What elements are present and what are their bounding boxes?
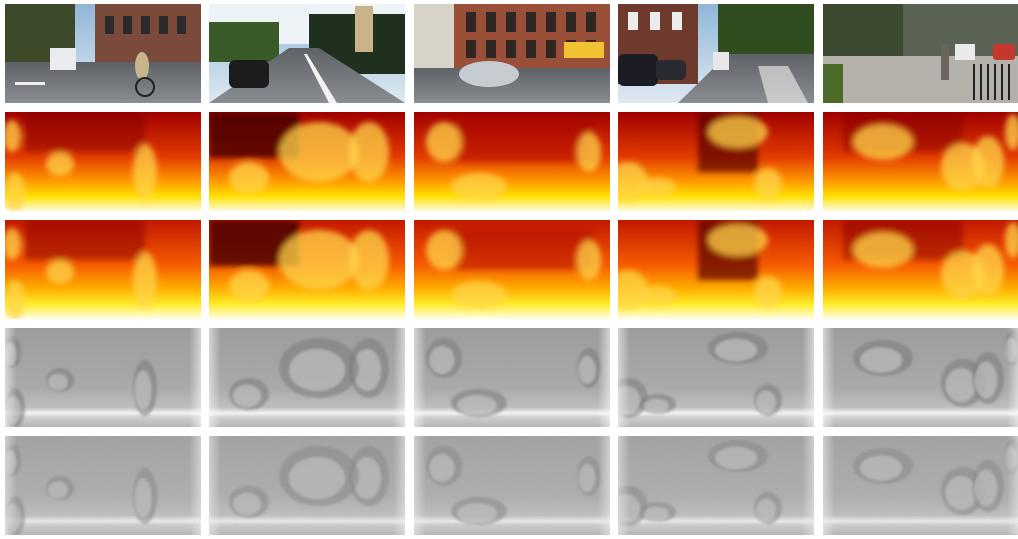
depth-map-b-street-with-parked-cars	[618, 220, 814, 319]
uncertainty-map-a-building-with-silver-car	[414, 328, 610, 427]
depth-map-a-image	[618, 112, 814, 211]
uncertainty-map-b-image	[823, 436, 1018, 535]
uncertainty-map-b-street-with-parked-cars	[618, 436, 814, 535]
uncertainty-map-a-street-with-parked-cars	[618, 328, 814, 427]
uncertainty-map-b-street-with-cyclist	[5, 436, 201, 535]
depth-map-b-image	[823, 220, 1018, 319]
depth-map-a-image	[209, 112, 405, 211]
rgb-image-highway-with-car	[209, 4, 405, 103]
uncertainty-map-a-image	[618, 328, 814, 427]
depth-map-a-building-with-silver-car	[414, 112, 610, 211]
depth-map-a-highway-with-car	[209, 112, 405, 211]
uncertainty-map-a-image	[823, 328, 1018, 427]
uncertainty-map-b-street-with-pedestrians	[823, 436, 1018, 535]
uncertainty-map-a-street-with-cyclist	[5, 328, 201, 427]
depth-map-b-image	[414, 220, 610, 319]
uncertainty-map-b-image	[618, 436, 814, 535]
depth-map-b-street-with-pedestrians	[823, 220, 1018, 319]
depth-map-b-image	[5, 220, 201, 319]
depth-map-a-street-with-pedestrians	[823, 112, 1018, 211]
uncertainty-map-a-highway-with-car	[209, 328, 405, 427]
depth-map-a-image	[5, 112, 201, 211]
depth-map-a-image	[823, 112, 1018, 211]
depth-map-a-street-with-cyclist	[5, 112, 201, 211]
rgb-image-image	[5, 4, 201, 103]
uncertainty-map-b-image	[209, 436, 405, 535]
depth-map-b-image	[618, 220, 814, 319]
depth-map-a-image	[414, 112, 610, 211]
uncertainty-map-a-image	[414, 328, 610, 427]
uncertainty-map-b-highway-with-car	[209, 436, 405, 535]
uncertainty-map-a-street-with-pedestrians	[823, 328, 1018, 427]
depth-map-b-building-with-silver-car	[414, 220, 610, 319]
depth-map-b-image	[209, 220, 405, 319]
uncertainty-map-b-building-with-silver-car	[414, 436, 610, 535]
uncertainty-map-a-image	[209, 328, 405, 427]
depth-map-b-highway-with-car	[209, 220, 405, 319]
rgb-image-street-with-cyclist	[5, 4, 201, 103]
rgb-image-image	[618, 4, 814, 103]
uncertainty-map-a-image	[5, 328, 201, 427]
rgb-image-image	[414, 4, 610, 103]
rgb-image-street-with-pedestrians	[823, 4, 1018, 103]
uncertainty-map-b-image	[414, 436, 610, 535]
rgb-image-street-with-parked-cars	[618, 4, 814, 103]
depth-map-b-street-with-cyclist	[5, 220, 201, 319]
rgb-image-building-with-silver-car	[414, 4, 610, 103]
rgb-image-image	[209, 4, 405, 103]
uncertainty-map-b-image	[5, 436, 201, 535]
depth-map-a-street-with-parked-cars	[618, 112, 814, 211]
rgb-image-image	[823, 4, 1018, 103]
